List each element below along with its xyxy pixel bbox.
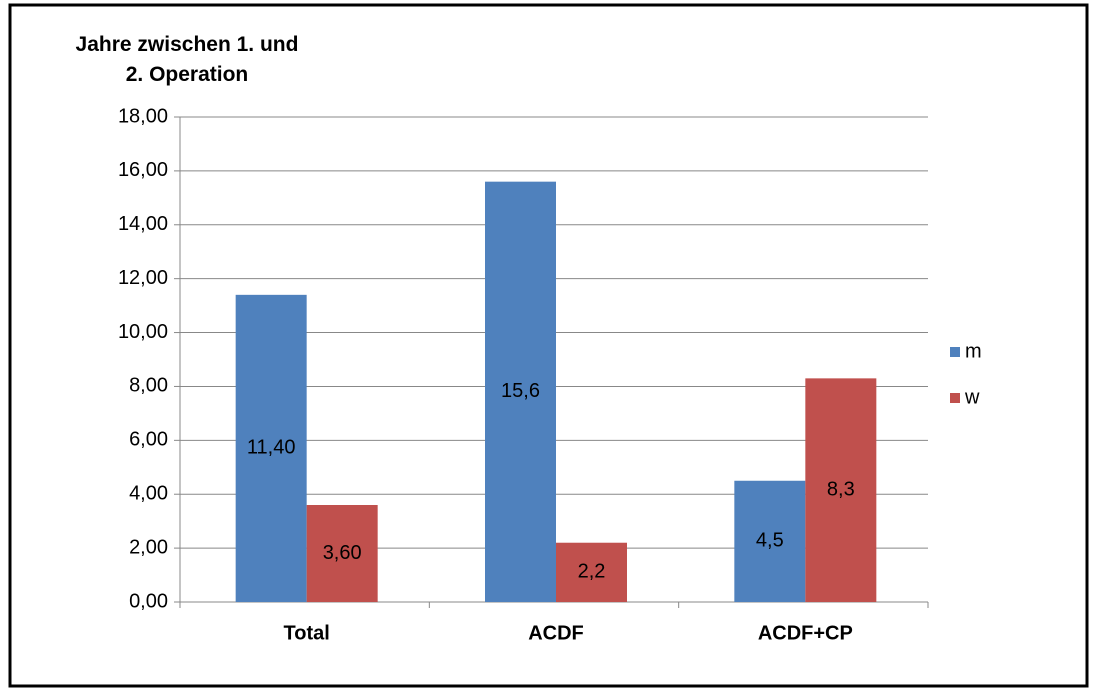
bar — [485, 181, 556, 602]
y-tick-label: 4,00 — [129, 483, 168, 505]
y-tick-label: 8,00 — [129, 375, 168, 397]
x-tick-label: ACDF — [528, 622, 584, 644]
y-tick-label: 2,00 — [129, 536, 168, 558]
legend-label: w — [964, 386, 980, 408]
bar — [306, 505, 378, 602]
y-tick-label: 12,00 — [118, 267, 168, 289]
y-tick-label: 0,00 — [129, 590, 168, 612]
bar — [556, 542, 627, 602]
data-label: 3,60 — [323, 542, 362, 564]
y-tick-label: 6,00 — [129, 429, 168, 451]
y-tick-label: 16,00 — [118, 159, 168, 181]
data-label: 15,6 — [501, 380, 540, 402]
chart-title: Jahre zwischen 1. und 2. Operation — [75, 33, 299, 86]
legend-label: m — [965, 340, 982, 362]
bar — [734, 480, 806, 602]
y-tick-label: 14,00 — [118, 213, 168, 235]
x-tick-label: ACDF+CP — [758, 622, 853, 644]
legend-swatch — [950, 347, 960, 357]
y-tick-label: 18,00 — [118, 105, 168, 127]
data-label: 11,40 — [247, 437, 296, 459]
bar — [805, 378, 877, 602]
legend-swatch — [950, 393, 960, 403]
data-label: 4,5 — [756, 530, 784, 552]
data-label: 8,3 — [827, 478, 855, 500]
y-tick-label: 10,00 — [118, 321, 168, 343]
data-label: 2,2 — [578, 561, 606, 583]
x-tick-label: Total — [284, 622, 330, 644]
frame — [8, 3, 1089, 688]
bar — [235, 294, 307, 602]
